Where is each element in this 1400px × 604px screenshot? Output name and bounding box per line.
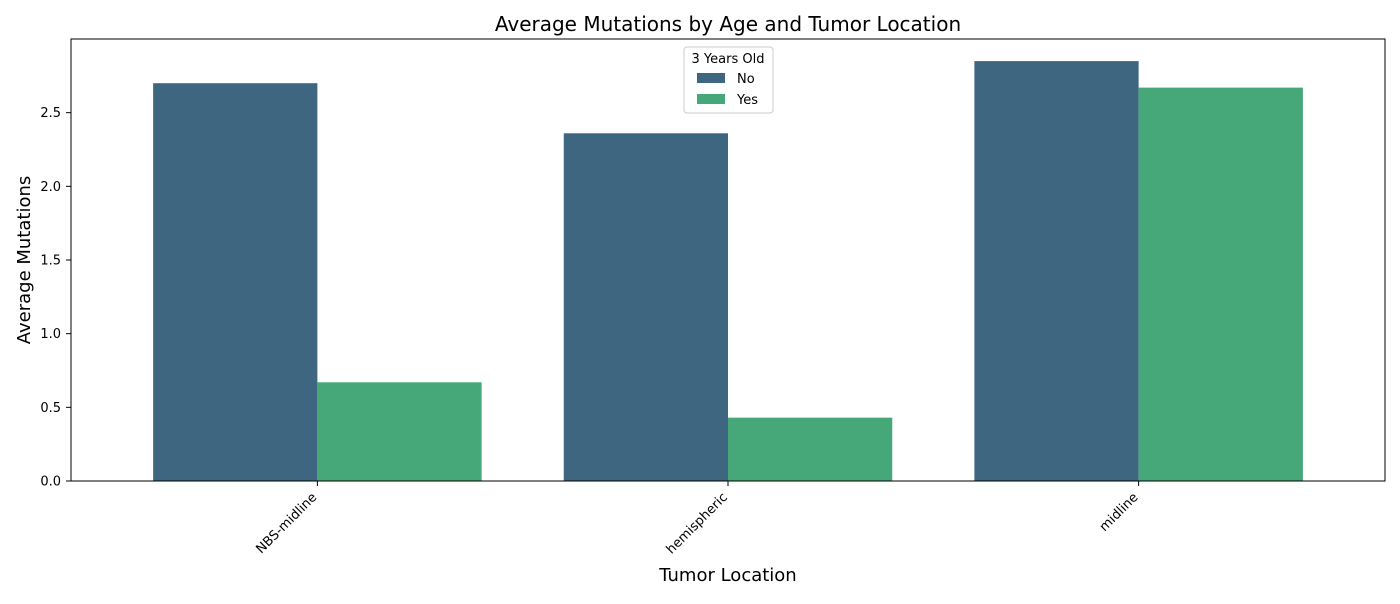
- y-tick-label-2-0: 2.0: [40, 180, 61, 195]
- x-tick-label-nbs-midline: NBS-midline: [253, 490, 320, 557]
- x-axis-label: Tumor Location: [658, 565, 796, 586]
- bars-layer: [153, 61, 1303, 482]
- y-tick-label-2-5: 2.5: [40, 106, 61, 121]
- legend-swatch-no: [697, 73, 725, 83]
- legend: 3 Years Old No Yes: [683, 46, 774, 114]
- legend-label-no: No: [737, 72, 755, 87]
- y-axis-label: Average Mutations: [14, 176, 35, 345]
- x-tick-label-midline: midline: [1097, 490, 1142, 535]
- y-tick-label-1-0: 1.0: [40, 327, 61, 342]
- bar-nbs-midline-yes: [317, 382, 482, 481]
- y-axis: 0.0 0.5 1.0 1.5 2.0 2.5: [40, 106, 71, 490]
- y-tick-label-0-0: 0.0: [40, 475, 61, 490]
- y-tick-label-0-5: 0.5: [40, 401, 61, 416]
- y-tick-label-1-5: 1.5: [40, 254, 61, 269]
- bar-hemispheric-no: [563, 133, 728, 482]
- bar-midline-yes: [1138, 87, 1303, 482]
- x-tick-label-hemispheric: hemispheric: [664, 490, 731, 557]
- bar-hemispheric-yes: [728, 417, 893, 481]
- legend-label-yes: Yes: [736, 93, 758, 108]
- bar-midline-no: [974, 61, 1139, 481]
- chart-title: Average Mutations by Age and Tumor Locat…: [495, 12, 961, 36]
- legend-title: 3 Years Old: [692, 52, 765, 67]
- plot-frame: [70, 38, 1386, 482]
- legend-swatch-yes: [697, 94, 725, 104]
- x-axis: NBS-midline hemispheric midline: [253, 481, 1141, 557]
- bar-nbs-midline-no: [153, 83, 318, 481]
